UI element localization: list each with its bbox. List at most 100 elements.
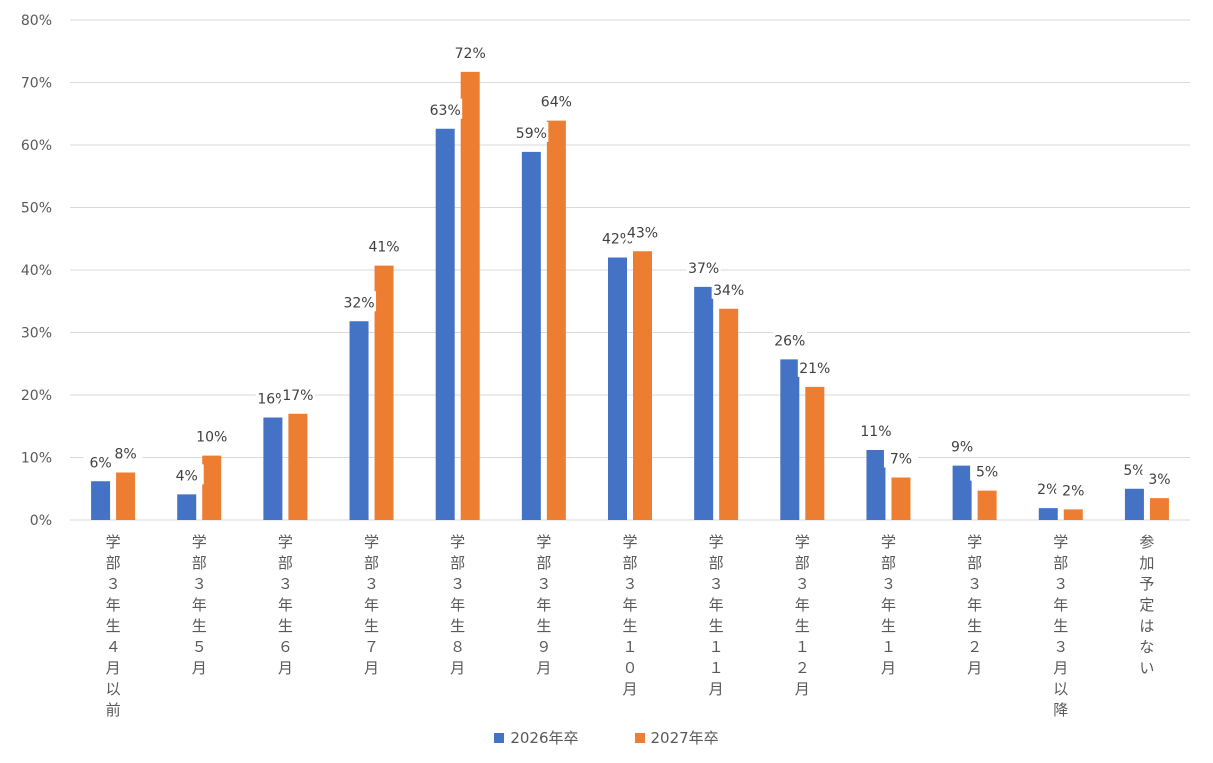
data-label-bg [539, 90, 574, 111]
data-label: 5% [976, 465, 998, 481]
x-category-label: 学部３年生９月 [536, 533, 551, 677]
data-label: 42% [602, 232, 633, 248]
bar-2027 [633, 251, 652, 520]
data-label: 10% [196, 430, 227, 446]
legend: 2026年卒 2027年卒 [0, 727, 1213, 748]
bar-2027 [374, 265, 394, 520]
y-tick-label: 50% [21, 201, 52, 217]
bar-2027 [202, 455, 222, 520]
x-category-label: 学部３年生１１月 [709, 533, 724, 698]
bar-2027 [977, 490, 997, 520]
y-tick-label: 60% [21, 138, 52, 154]
legend-label-2026: 2026年卒 [510, 729, 579, 747]
data-label: 2% [1037, 482, 1059, 498]
data-label: 6% [89, 455, 111, 471]
data-label: 72% [455, 46, 486, 62]
legend-item-2027: 2027年卒 [634, 727, 719, 748]
data-label-bg [514, 121, 549, 142]
x-category-label: 学部３年生１０月 [622, 533, 637, 698]
bar-2026 [694, 286, 714, 520]
data-label-bg [1056, 479, 1091, 500]
data-label: 41% [368, 240, 399, 256]
bar-2026 [780, 359, 800, 520]
bars [91, 71, 1169, 520]
bar-2026 [263, 417, 283, 520]
data-label: 11% [860, 424, 891, 440]
bar-2027 [546, 120, 566, 520]
legend-label-2027: 2027年卒 [650, 729, 719, 747]
x-category-label: 学部３年生１２月 [795, 533, 810, 698]
data-label: 8% [114, 447, 136, 463]
data-label: 9% [951, 440, 973, 456]
data-label: 59% [516, 126, 547, 142]
bar-2026 [1124, 488, 1144, 520]
data-label-bg [108, 442, 143, 463]
legend-swatch-2027 [634, 732, 645, 743]
data-label-bg [883, 447, 918, 468]
data-label-bg [797, 356, 832, 377]
data-label: 43% [627, 225, 658, 241]
data-label-bg [858, 420, 893, 440]
data-label: 16% [257, 392, 288, 408]
bar-2027 [719, 308, 739, 520]
x-category-label: 学部３年生６月 [278, 533, 293, 677]
data-label: 63% [430, 103, 461, 119]
y-tick-label: 0% [30, 513, 52, 529]
x-category-label: 学部３年生２月 [967, 533, 982, 677]
data-label: 2% [1062, 483, 1084, 499]
bar-2026 [177, 494, 197, 520]
y-tick-label: 20% [21, 388, 52, 404]
bar-2026 [349, 321, 369, 520]
bar-2026 [91, 481, 111, 520]
bar-2027 [1149, 498, 1169, 520]
legend-item-2026: 2026年卒 [494, 727, 579, 748]
data-label-bg [453, 41, 488, 62]
legend-swatch-2026 [494, 732, 505, 743]
x-category-label: 学部３年生８月 [450, 533, 465, 677]
data-label: 32% [343, 295, 374, 311]
x-category-label: 学部３年生１月 [881, 533, 896, 677]
data-label-bg [711, 278, 746, 299]
data-label: 7% [890, 452, 912, 468]
data-label: 5% [1123, 463, 1145, 479]
data-label-bg [686, 256, 721, 277]
bar-2027 [1063, 509, 1083, 520]
y-tick-label: 80% [21, 13, 52, 29]
bar-2026 [1038, 508, 1058, 520]
bar-2026 [866, 450, 886, 520]
data-label: 34% [713, 283, 744, 299]
bar-2027 [805, 386, 825, 520]
data-label-bg [367, 235, 402, 256]
y-axis-ticks: 0% 10% 20% 30% 40% 50% 60% 70% 80% [21, 13, 52, 529]
data-label: 17% [282, 388, 313, 404]
data-label: 37% [688, 261, 719, 277]
data-label-bg [169, 464, 204, 485]
y-tick-label: 30% [21, 326, 52, 342]
y-tick-label: 40% [21, 263, 52, 279]
data-label-bg [342, 291, 377, 312]
data-label-bg [625, 221, 660, 242]
data-labels: 6%8% 4% 10% 16%17% 32% 41% 63% 72% 59% 64% 42%43% 3… [83, 41, 1177, 500]
data-label: 26% [774, 333, 805, 349]
data-label-bg [428, 98, 463, 119]
data-label-bg [772, 329, 807, 350]
y-tick-label: 70% [21, 76, 52, 92]
data-label-bg [1142, 468, 1177, 489]
x-category-label: 学部３年生７月 [364, 533, 379, 677]
bar-2027 [288, 413, 308, 520]
x-category-label: 参加予定はない [1139, 533, 1154, 677]
data-label-bg [945, 435, 980, 456]
bar-2027 [891, 477, 911, 520]
bar-2026 [952, 465, 972, 520]
data-label: 3% [1148, 472, 1170, 488]
gridlines [70, 19, 1190, 521]
bar-2026 [608, 257, 627, 520]
data-label: 64% [541, 95, 572, 111]
x-category-label: 学部３年生４月以前 [106, 533, 121, 719]
bar-2027 [116, 472, 136, 520]
x-category-label: 学部３年生５月 [192, 533, 207, 677]
data-label-bg [970, 460, 1005, 481]
bar-2026 [521, 151, 541, 520]
bar-2026 [435, 128, 455, 520]
